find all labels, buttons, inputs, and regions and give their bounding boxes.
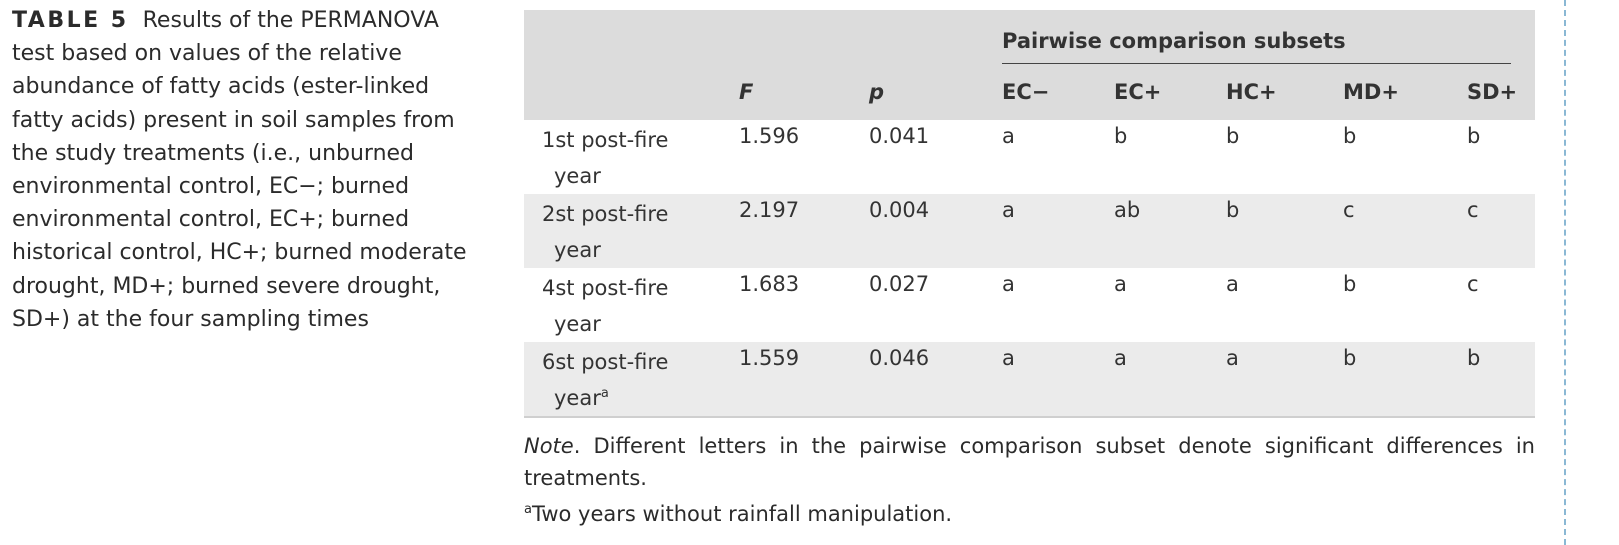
f-cell: 1.683 — [739, 272, 800, 296]
note-text: . Different letters in the pairwise comp… — [524, 434, 1535, 490]
time-cell: 1st post-fire year — [542, 128, 669, 188]
ec-minus-cell: a — [1002, 272, 1015, 296]
p-cell: 0.027 — [869, 272, 930, 296]
p-cell: 0.041 — [869, 124, 930, 148]
time-cell: 4st post-fire year — [542, 276, 669, 336]
footnote-marker: a — [600, 386, 609, 401]
footnote-text: Two years without rainfall manipulation. — [531, 502, 953, 526]
col-header-hc-plus: HC+ — [1226, 64, 1343, 120]
f-cell: 1.559 — [739, 342, 869, 418]
group-header-cell: Pairwise comparison subsets — [1002, 10, 1535, 64]
header-row-group: Pairwise comparison subsets — [524, 10, 1535, 64]
sd-plus-cell: c — [1467, 272, 1479, 296]
hc-plus-cell: a — [1226, 272, 1239, 296]
f-cell: 1.596 — [739, 124, 800, 148]
md-plus-cell: b — [1343, 124, 1357, 148]
note-line: Note. Different letters in the pairwise … — [524, 430, 1535, 494]
ec-minus-cell: a — [1002, 124, 1015, 148]
table-note: Note. Different letters in the pairwise … — [524, 430, 1535, 530]
col-header-sd-plus: SD+ — [1467, 64, 1535, 120]
time-cell: 2st post-fire year — [524, 194, 739, 268]
ec-plus-cell: a — [1114, 342, 1226, 418]
hc-plus-cell: a — [1226, 342, 1343, 418]
page-margin-divider — [1564, 0, 1566, 545]
col-header-f: F — [739, 64, 869, 120]
permanova-table: Pairwise comparison subsets F p EC− EC+ … — [524, 10, 1535, 418]
sd-plus-cell: c — [1467, 194, 1535, 268]
header-row-columns: F p EC− EC+ HC+ MD+ SD+ — [524, 64, 1535, 120]
md-plus-cell: b — [1343, 272, 1357, 296]
footnote-line: aTwo years without rainfall manipulation… — [524, 494, 1535, 530]
table-caption: TABLE 5 Results of the PERMANOVA test bas… — [12, 4, 482, 336]
pairwise-header: Pairwise comparison subsets — [1002, 29, 1511, 64]
col-header-ec-minus: EC− — [1002, 64, 1114, 120]
col-header-p: p — [869, 64, 1002, 120]
table-row: 6st post-fire yeara 1.559 0.046 a a a b b — [524, 342, 1535, 418]
f-cell: 2.197 — [739, 194, 869, 268]
col-header-md-plus: MD+ — [1343, 64, 1467, 120]
table-row: 4st post-fire year 1.683 0.027 a a a b c — [524, 268, 1535, 342]
sd-plus-cell: b — [1467, 342, 1535, 418]
ec-minus-cell: a — [1002, 342, 1114, 418]
col-header-ec-plus: EC+ — [1114, 64, 1226, 120]
table-row: 1st post-fire year 1.596 0.041 a b b b b — [524, 120, 1535, 194]
table-row: 2st post-fire year 2.197 0.004 a ab b c c — [524, 194, 1535, 268]
ec-plus-cell: b — [1114, 124, 1128, 148]
ec-plus-cell: a — [1114, 272, 1127, 296]
sd-plus-cell: b — [1467, 124, 1481, 148]
results-table-container: Pairwise comparison subsets F p EC− EC+ … — [524, 10, 1535, 418]
hc-plus-cell: b — [1226, 194, 1343, 268]
md-plus-cell: c — [1343, 194, 1467, 268]
p-cell: 0.004 — [869, 194, 1002, 268]
time-cell: 6st post-fire yeara — [524, 342, 739, 418]
ec-minus-cell: a — [1002, 194, 1114, 268]
p-cell: 0.046 — [869, 342, 1002, 418]
table-label: TABLE 5 — [12, 8, 129, 33]
caption-text: Results of the PERMANOVA test based on v… — [12, 8, 467, 332]
md-plus-cell: b — [1343, 342, 1467, 418]
hc-plus-cell: b — [1226, 124, 1240, 148]
ec-plus-cell: ab — [1114, 194, 1226, 268]
footnote-mark: a — [524, 502, 532, 517]
note-label: Note — [524, 434, 574, 458]
